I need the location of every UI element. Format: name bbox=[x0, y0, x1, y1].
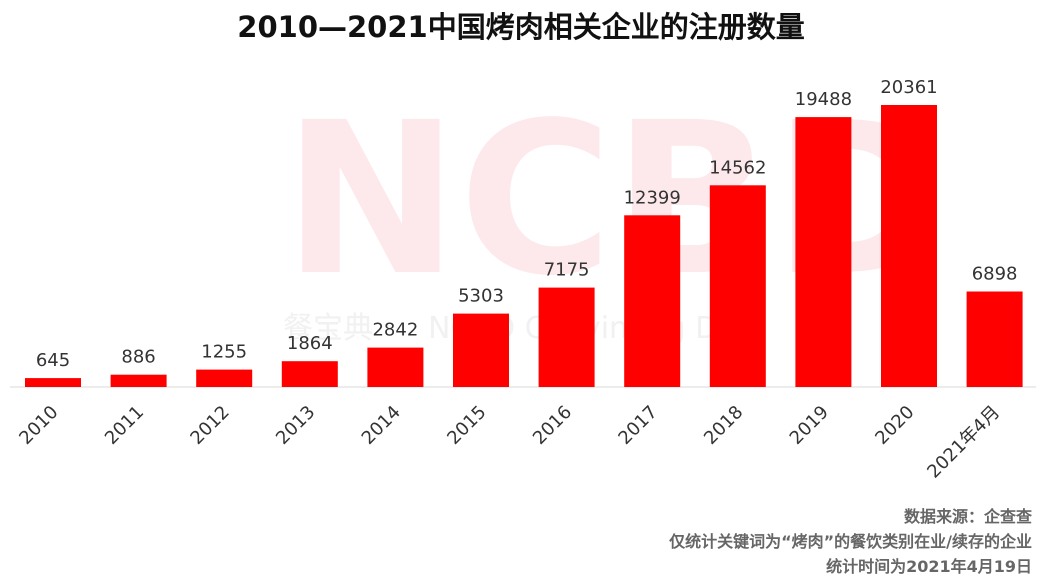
bar-1 bbox=[110, 374, 167, 387]
bar-0 bbox=[25, 378, 81, 387]
bar-value-label: 7175 bbox=[544, 260, 590, 281]
bar-7 bbox=[624, 215, 681, 387]
bar-value-label: 14562 bbox=[709, 157, 766, 178]
x-tick-label: 2013 bbox=[272, 402, 319, 449]
bar-value-label: 6898 bbox=[972, 264, 1018, 285]
scope-note: 仅统计关键词为“烤肉”的餐饮类别在业/续存的企业 bbox=[669, 532, 1032, 551]
bar-value-label: 12399 bbox=[624, 187, 681, 208]
x-tick-label: 2020 bbox=[871, 402, 918, 449]
bar-5 bbox=[453, 313, 509, 387]
bar-value-label: 5303 bbox=[458, 286, 504, 307]
bar-value-label: 20361 bbox=[880, 77, 937, 98]
bar-3 bbox=[281, 361, 338, 387]
date-note: 统计时间为2021年4月19日 bbox=[826, 557, 1032, 576]
bar-10 bbox=[881, 105, 937, 387]
bar-values: 645 886 1255 1864 2842 5303 7175 12399 14562 1948… bbox=[36, 77, 1018, 371]
bars bbox=[25, 105, 1023, 387]
x-tick-label: 2021年4月 bbox=[923, 402, 1004, 483]
bar-value-label: 1864 bbox=[287, 333, 333, 354]
x-tick-label: 2011 bbox=[101, 402, 148, 449]
x-tick-label: 2018 bbox=[700, 402, 747, 449]
x-tick-labels: 2010 2011 2012 2013 2014 2015 2016 2017 2018 2019… bbox=[15, 402, 1004, 483]
bar-value-label: 886 bbox=[121, 347, 155, 368]
bar-value-label: 2842 bbox=[372, 320, 418, 341]
bar-value-label: 19488 bbox=[795, 89, 852, 110]
bar-8 bbox=[709, 185, 766, 387]
bar-value-label: 1255 bbox=[201, 342, 247, 363]
x-tick-label: 2019 bbox=[786, 402, 833, 449]
bar-9 bbox=[795, 117, 852, 387]
x-tick-label: 2015 bbox=[443, 402, 490, 449]
watermark-cn-text: 餐宝典 bbox=[283, 311, 373, 346]
source-note: 数据来源：企查查 bbox=[903, 507, 1032, 526]
bar-6 bbox=[538, 287, 595, 387]
chart-title: 2010—2021中国烤肉相关企业的注册数量 bbox=[237, 10, 805, 44]
bar-11 bbox=[966, 291, 1023, 387]
bar-4 bbox=[367, 347, 424, 387]
x-tick-label: 2012 bbox=[186, 402, 233, 449]
x-tick-label: 2016 bbox=[529, 402, 576, 449]
bar-value-label: 645 bbox=[36, 350, 70, 371]
x-tick-label: 2010 bbox=[15, 402, 62, 449]
x-tick-label: 2014 bbox=[358, 402, 405, 449]
bar-2 bbox=[196, 369, 253, 387]
x-tick-label: 2017 bbox=[614, 402, 661, 449]
